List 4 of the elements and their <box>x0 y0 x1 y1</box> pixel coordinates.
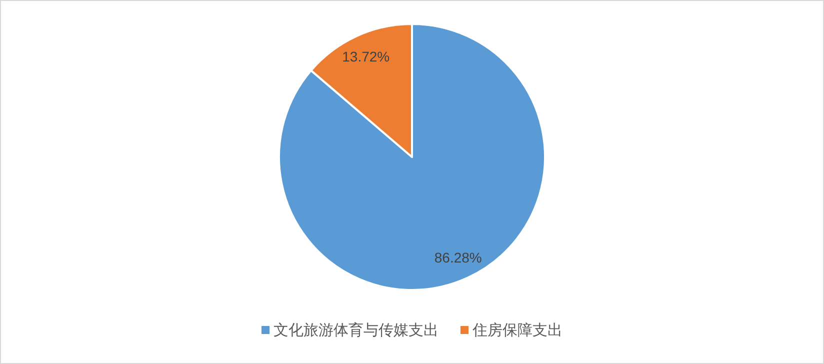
data-label: 13.72% <box>342 48 390 65</box>
data-label: 86.28% <box>434 249 482 266</box>
legend-label: 住房保障支出 <box>472 322 562 339</box>
legend-label: 文化旅游体育与传媒支出 <box>274 322 438 339</box>
